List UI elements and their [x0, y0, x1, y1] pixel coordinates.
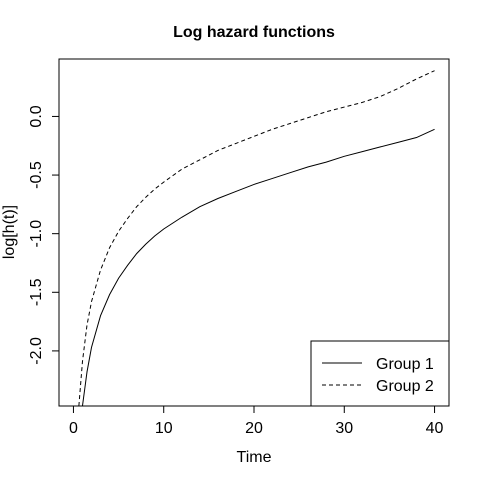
legend-label-group-2: Group 2	[376, 378, 434, 395]
x-tick-label: 10	[155, 420, 173, 437]
series-layer	[78, 70, 435, 406]
y-tick-label: 0.0	[28, 105, 45, 127]
y-tick-label: -1.0	[28, 220, 45, 248]
legend-label-group-1: Group 1	[376, 356, 434, 373]
legend-box	[310, 340, 450, 407]
y-axis: 0.0 -0.5 -1.0 -1.5 -2.0	[28, 105, 60, 365]
y-tick-label: -0.5	[28, 161, 45, 189]
y-axis-label: log[h(t)]	[1, 205, 18, 259]
y-tick-label: -1.5	[28, 278, 45, 306]
x-axis-label: Time	[237, 449, 272, 466]
x-tick-label: 40	[426, 420, 444, 437]
x-tick-label: 20	[245, 420, 263, 437]
series-line-group-2	[78, 70, 435, 406]
x-tick-label: 30	[335, 420, 353, 437]
x-tick-label: 0	[69, 420, 78, 437]
legend: Group 1 Group 2	[310, 340, 450, 407]
series-line-group-1	[81, 128, 435, 406]
x-axis: 0 10 20 30 40	[69, 405, 444, 437]
y-tick-label: -2.0	[28, 337, 45, 365]
chart-title: Log hazard functions	[173, 24, 335, 41]
